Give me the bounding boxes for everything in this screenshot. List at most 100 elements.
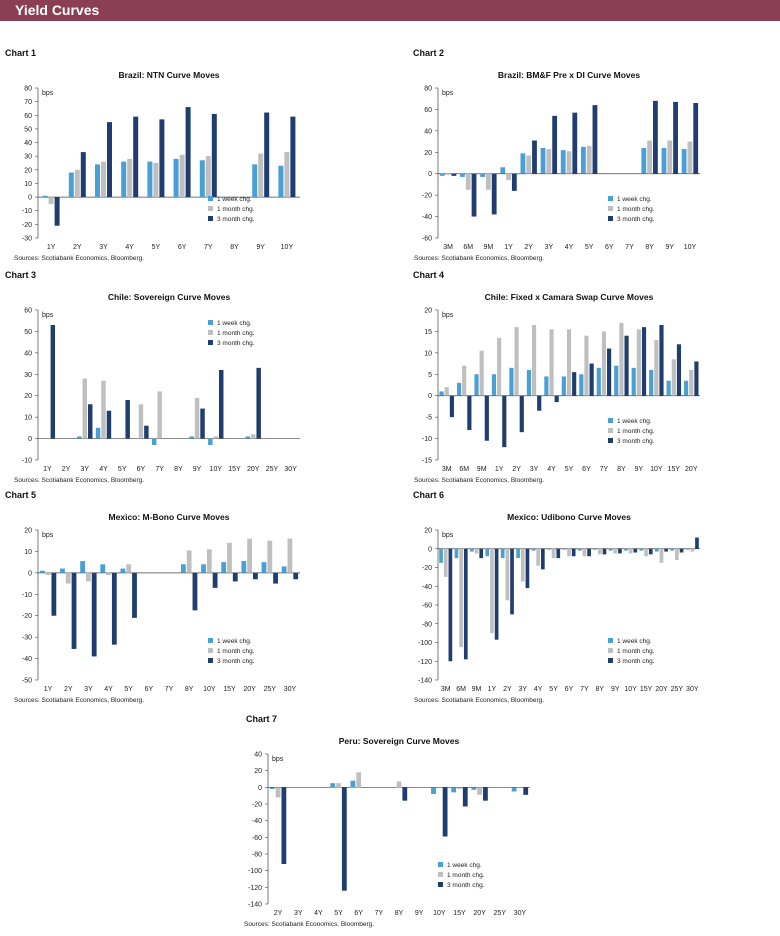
x-tick-label: 8Y (230, 244, 239, 251)
bar-three-month (54, 197, 60, 226)
y-tick-label: -80 (422, 621, 432, 628)
chart-title: Mexico: M-Bono Curve Moves (109, 512, 230, 522)
bar-three-month (264, 112, 270, 198)
y-tick-label: -10 (22, 592, 32, 599)
x-tick-label: 5Y (549, 686, 558, 693)
y-tick-label: 80 (424, 86, 432, 93)
chart-6-plot: Mexico: Udibono Curve Moves -140 -120 -100 -… (414, 512, 700, 704)
y-tick-label: 40 (24, 140, 32, 147)
bar-week (614, 365, 619, 396)
bar-week (456, 382, 462, 396)
legend-swatch (438, 862, 443, 867)
y-tick-label: -40 (422, 214, 432, 221)
x-tick-label: 7Y (600, 466, 609, 473)
x-tick-label: 7Y (580, 686, 589, 693)
x-tick-label: 5Y (585, 244, 594, 251)
bar-three-month (219, 370, 224, 439)
bar-month (465, 173, 471, 190)
chart-7-plot: Peru: Sovereign Curve Moves -140 -120 -100 -… (244, 736, 530, 928)
bar-three-month (462, 787, 468, 807)
bar-month (690, 548, 695, 552)
legend-entry: 1 month chg. (447, 872, 485, 879)
bar-month (101, 161, 106, 198)
bar-week (500, 548, 505, 559)
bar-week (670, 548, 675, 551)
bar-week (577, 548, 582, 551)
bar-week (208, 438, 213, 445)
bar-three-month (442, 787, 448, 837)
x-tick-label: 3Y (294, 910, 303, 917)
chart-3-plot: Chile: Sovereign Curve Moves -10 0 10 20 30 40… (14, 292, 300, 484)
x-tick-label: 6Y (178, 244, 187, 251)
y-tick-label: 0 (428, 393, 432, 400)
bar-month (549, 329, 554, 396)
bar-three-month (211, 113, 217, 198)
bar-three-month (653, 100, 658, 174)
legend-swatch (208, 648, 213, 653)
x-tick-label: 5Y (124, 686, 133, 693)
legend-entry: 1 week chg. (617, 638, 652, 645)
x-tick-label: 2Y (64, 686, 73, 693)
x-tick-label: 6Y (137, 466, 146, 473)
bar-week (471, 787, 477, 790)
bar-week (526, 370, 531, 396)
bar-month (628, 548, 633, 554)
y-tick-label: -100 (418, 640, 432, 647)
bar-month (485, 173, 491, 190)
bar-week (684, 380, 689, 396)
y-tick-label: 60 (24, 113, 32, 120)
bar-week (147, 161, 153, 198)
legend-entry: 1 week chg. (217, 196, 252, 203)
bar-three-month (200, 408, 205, 439)
y-tick-label: -20 (252, 802, 262, 809)
y-tick-label: -10 (22, 458, 32, 465)
y-tick-label: 10 (24, 549, 32, 556)
x-tick-label: 3M (441, 686, 451, 693)
bar-month (647, 140, 653, 174)
y-tick-label: -140 (248, 902, 262, 909)
bar-three-month (537, 395, 542, 411)
y-tick-label: 10 (424, 350, 432, 357)
bar-month (206, 549, 212, 573)
bar-three-month (341, 787, 347, 891)
bar-week (641, 148, 647, 174)
bar-three-month (479, 548, 484, 559)
chart-1-plot: Brazil: NTN Curve Moves -30 -20 -10 0 10 20 30 4… (14, 70, 300, 262)
x-tick-label: 10Y (210, 466, 223, 473)
chart-source: Sources: Scotiabank Economics, Bloomberg… (14, 477, 144, 484)
legend-entry: 3 month chg. (217, 340, 255, 347)
bar-month (247, 538, 253, 573)
y-tick-label: 5 (428, 372, 432, 379)
bar-three-month (695, 537, 699, 549)
x-tick-label: 10Y (650, 466, 663, 473)
x-tick-label: 5Y (565, 466, 574, 473)
bar-month (506, 173, 511, 181)
y-tick-label: 30 (24, 372, 32, 379)
bar-month (65, 572, 71, 584)
x-tick-label: 6Y (605, 244, 614, 251)
legend-swatch (608, 216, 613, 221)
bar-month (667, 140, 673, 174)
y-axis-unit-label: bps (442, 312, 454, 319)
bar-three-month (232, 572, 238, 582)
bar-week (350, 780, 356, 788)
bar-week (624, 548, 628, 551)
y-tick-label: -40 (252, 818, 262, 825)
bar-month (85, 572, 91, 582)
legend-entry: 1 week chg. (217, 638, 252, 645)
x-tick-label: 30Y (686, 686, 699, 693)
bar-three-month (694, 361, 699, 396)
bar-week (278, 165, 284, 198)
bar-month (258, 153, 264, 198)
legend-entry: 1 month chg. (617, 206, 655, 213)
bar-month (284, 152, 290, 198)
x-tick-label: 8Y (185, 686, 194, 693)
legend-entry: 3 month chg. (617, 438, 655, 445)
bar-week (661, 148, 667, 174)
bar-month (138, 404, 144, 439)
legend-entry: 3 month chg. (447, 882, 485, 889)
x-tick-label: 15Y (640, 686, 653, 693)
legend-swatch (208, 340, 213, 345)
x-tick-label: 3Y (518, 686, 527, 693)
x-tick-label: 10Y (624, 686, 637, 693)
